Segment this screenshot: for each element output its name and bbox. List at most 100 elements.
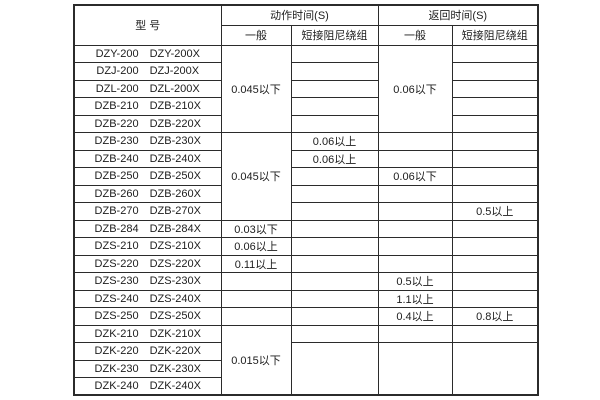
model-name-base: DZY-200 (95, 47, 139, 60)
model-name-x: DZB-220X (149, 117, 201, 130)
ret-general-cell: 0.5以上 (377, 272, 453, 291)
header-return-damping: 短接阻尼绕组 (451, 24, 539, 46)
act-general-cell: 0.03以下 (220, 219, 292, 238)
model-name-base: DZB-260 (94, 187, 139, 200)
model-name-x: DZB-270X (149, 205, 201, 218)
act-damping-cell (290, 202, 379, 221)
ret-damping-cell (451, 254, 539, 273)
table-row: DZB-210 DZB-210X (73, 97, 539, 116)
model-name-base: DZJ-200 (96, 65, 139, 78)
ret-general-cell (377, 184, 453, 203)
table-row: DZK-220 DZK-220X (73, 342, 539, 396)
model-cell: DZB-240 DZB-240X (73, 149, 222, 168)
header-model: 型 号 (73, 4, 222, 46)
act-damping-cell: 0.06以上 (290, 132, 379, 151)
model-name-x: DZB-260X (149, 187, 201, 200)
table-row: DZK-210 DZK-210X 0.015以下 (73, 324, 539, 396)
model-cell: DZK-220 DZK-220X (73, 342, 222, 361)
model-name-base: DZB-220 (94, 117, 139, 130)
model-name-x: DZB-250X (149, 170, 201, 183)
model-cell: DZB-260 DZB-260X (73, 184, 222, 203)
model-name-x: DZB-240X (149, 152, 201, 165)
table-row: DZS-230 DZS-230X 0.5以上 (73, 272, 539, 291)
table-row: DZS-220 DZS-220X 0.11以上 (73, 254, 539, 273)
model-cell: DZB-230 DZB-230X (73, 132, 222, 151)
header-row-groups: 型 号 动作时间(S) 返回时间(S) (73, 4, 539, 46)
ret-damping-cell (451, 132, 539, 151)
ret-general-cell (377, 132, 453, 151)
model-cell: DZB-250 DZB-250X (73, 167, 222, 186)
ret-damping-cell: 0.5以上 (451, 202, 539, 221)
model-name-base: DZK-230 (94, 362, 139, 375)
model-name-x: DZK-210X (149, 327, 201, 340)
act-damping-cell (290, 62, 379, 81)
act-damping-cell (290, 97, 379, 116)
ret-damping-cell (451, 342, 539, 396)
act-general-cell (220, 307, 292, 326)
table-row: DZB-230 DZB-230X 0.045以下 0.06以上 (73, 132, 539, 221)
spec-table-header: 型 号 动作时间(S) 返回时间(S) 一般 短接阻尼绕组 一般 短接阻尼绕组 (73, 4, 539, 46)
model-name-x: DZJ-200X (149, 65, 200, 78)
spec-table-body: DZY-200 DZY-200X 0.045以下 0.06以下 DZJ-200 DZJ-2… (73, 44, 539, 396)
table-row: DZB-270 DZB-270X 0.5以上 (73, 202, 539, 221)
act-damping-cell (290, 342, 379, 396)
ret-general-cell (377, 254, 453, 273)
table-row: DZS-240 DZS-240X 1.1以上 (73, 289, 539, 308)
model-name-base: DZS-210 (94, 240, 139, 253)
act-damping-cell (290, 44, 379, 63)
model-cell: DZB-220 DZB-220X (73, 114, 222, 133)
ret-damping-cell (451, 62, 539, 81)
header-action-general: 一般 (220, 24, 292, 46)
act-general-cell (220, 272, 292, 291)
ret-damping-cell (451, 167, 539, 186)
act-damping-cell (290, 184, 379, 203)
model-cell: DZB-210 DZB-210X (73, 97, 222, 116)
model-name-base: DZK-240 (94, 380, 139, 392)
model-name-base: DZS-240 (94, 292, 139, 305)
model-cell: DZS-220 DZS-220X (73, 254, 222, 273)
ret-damping-cell (451, 289, 539, 308)
model-cell: DZB-284 DZB-284X (73, 219, 222, 238)
ret-damping-cell (451, 44, 539, 63)
ret-damping-cell (451, 324, 539, 343)
table-row: DZB-260 DZB-260X (73, 184, 539, 203)
model-name-x: DZK-240X (149, 380, 201, 392)
ret-general-cell (377, 324, 453, 343)
ret-damping-cell (451, 272, 539, 291)
header-return-time: 返回时间(S) (377, 4, 539, 26)
header-return-general: 一般 (377, 24, 453, 46)
ret-general-cell (377, 149, 453, 168)
act-general-cell: 0.045以下 (220, 132, 292, 221)
table-row: DZL-200 DZL-200X (73, 79, 539, 98)
model-name-x: DZB-284X (149, 222, 201, 235)
ret-damping-cell (451, 114, 539, 133)
model-cell: DZB-270 DZB-270X (73, 202, 222, 221)
model-cell: DZL-200 DZL-200X (73, 79, 222, 98)
ret-general-cell: 1.1以上 (377, 289, 453, 308)
act-damping-cell (290, 237, 379, 256)
table-row: DZY-200 DZY-200X 0.045以下 0.06以下 (73, 44, 539, 133)
act-damping-cell (290, 167, 379, 186)
model-name-x: DZS-210X (149, 240, 201, 253)
ret-general-cell: 0.4以上 (377, 307, 453, 326)
act-damping-cell (290, 272, 379, 291)
model-name-base: DZK-210 (94, 327, 139, 340)
header-row-subgroups: 一般 短接阻尼绕组 一般 短接阻尼绕组 (74, 24, 539, 46)
model-name-base: DZS-250 (94, 310, 139, 323)
model-name-x: DZL-200X (149, 82, 200, 95)
act-general-cell: 0.11以上 (220, 254, 292, 273)
model-name-x: DZS-230X (149, 275, 201, 288)
act-damping-cell (290, 324, 379, 343)
model-name-x: DZS-220X (149, 257, 201, 270)
ret-damping-cell: 0.8以上 (451, 307, 539, 326)
model-name-base: DZB-284 (94, 222, 139, 235)
table-row: DZB-284 DZB-284X 0.03以下 (73, 219, 539, 238)
model-name-x: DZK-230X (149, 362, 201, 375)
model-name-base: DZB-230 (94, 135, 139, 148)
model-name-x: DZS-240X (149, 292, 201, 305)
model-cell: DZY-200 DZY-200X (73, 44, 222, 63)
act-damping-cell (290, 219, 379, 238)
model-cell: DZK-240 DZK-240X (73, 377, 222, 396)
model-name-x: DZB-230X (149, 135, 201, 148)
